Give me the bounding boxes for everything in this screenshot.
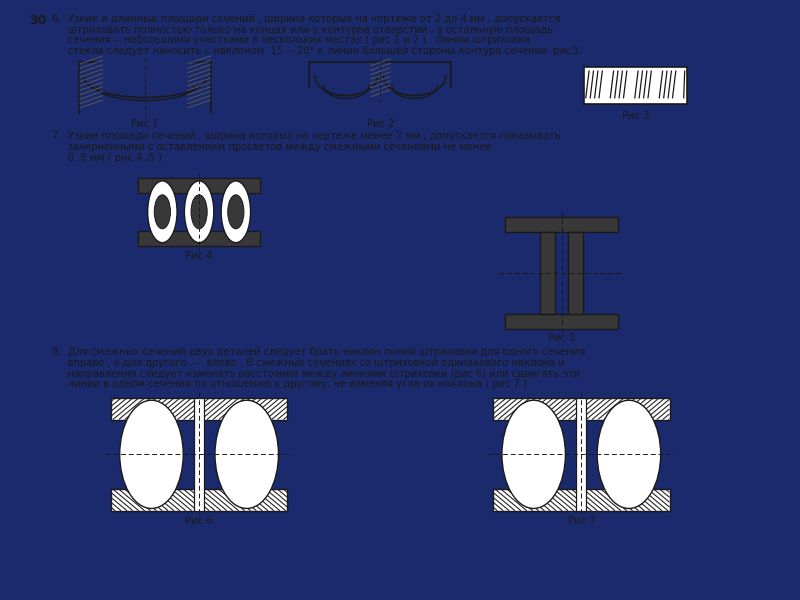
Ellipse shape [120, 400, 183, 508]
Ellipse shape [228, 195, 244, 229]
Text: стекла следует наносить с наклоном  15 -- 20° к линии большей стороны контура се: стекла следует наносить с наклоном 15 --… [52, 46, 582, 56]
Bar [576, 398, 586, 511]
Text: Рис 1: Рис 1 [131, 119, 159, 129]
Text: 7.  Узкие площади сечений , ширина которых на чертеже менее 2 мм , допускается п: 7. Узкие площади сечений , ширина которы… [52, 131, 561, 142]
Ellipse shape [185, 181, 214, 242]
Text: зачернёнными с оставлением просветов между смежными сечениями не менее: зачернёнными с оставлением просветов меж… [52, 142, 492, 152]
Bar [138, 178, 260, 193]
Bar [506, 314, 618, 329]
Ellipse shape [221, 181, 250, 242]
Text: сечения -- небольшими участками в нескольких местах ( рис 1 и 2 ) . Линии штрихо: сечения -- небольшими участками в нескол… [52, 35, 530, 46]
Ellipse shape [148, 181, 177, 242]
Text: Рис 5: Рис 5 [548, 334, 575, 343]
Text: линии в одном сечении по отношению к другому, не изменяя угла их наклона ( рис 7: линии в одном сечении по отношению к дру… [52, 379, 527, 389]
Text: направления следует изменять расстояние между линиями штриховки (рис 6) или сдви: направления следует изменять расстояние … [52, 368, 581, 379]
Ellipse shape [215, 400, 278, 508]
Text: 0. 8 мм ( рис 4 ,5 ): 0. 8 мм ( рис 4 ,5 ) [52, 153, 162, 163]
Bar [111, 398, 287, 419]
Bar [194, 398, 204, 511]
Text: штриховать полностью только на концах или у контуров отверстий , а остальную пло: штриховать полностью только на концах ил… [52, 25, 553, 35]
Bar [584, 67, 686, 104]
Text: Рис 3: Рис 3 [622, 111, 649, 121]
Ellipse shape [191, 195, 207, 229]
Text: Рис 6: Рис 6 [186, 515, 213, 526]
Text: 30: 30 [30, 14, 47, 27]
Bar [569, 232, 583, 314]
Bar [506, 217, 618, 232]
Ellipse shape [597, 400, 661, 508]
Ellipse shape [502, 400, 566, 508]
Text: вправо , а для другого  --  влево . В смежных сечениях со штриховкой одинакового: вправо , а для другого -- влево . В смеж… [52, 358, 565, 368]
Bar [493, 489, 670, 511]
Text: 6.  Узкие и длинные площади сечений , ширина которых на чертеже от 2 до 4 мм , д: 6. Узкие и длинные площади сечений , шир… [52, 14, 561, 24]
Text: 8.  Для смежных сечений двух деталей следует брать наклон линий штриховки для од: 8. Для смежных сечений двух деталей след… [52, 347, 586, 357]
Text: Рис 2: Рис 2 [366, 119, 394, 129]
Text: Рис 7: Рис 7 [567, 515, 595, 526]
Bar [138, 231, 260, 246]
Bar [540, 232, 555, 314]
Bar [493, 398, 670, 419]
Text: Рис 4: Рис 4 [186, 251, 213, 261]
Bar [111, 489, 287, 511]
Ellipse shape [154, 195, 170, 229]
